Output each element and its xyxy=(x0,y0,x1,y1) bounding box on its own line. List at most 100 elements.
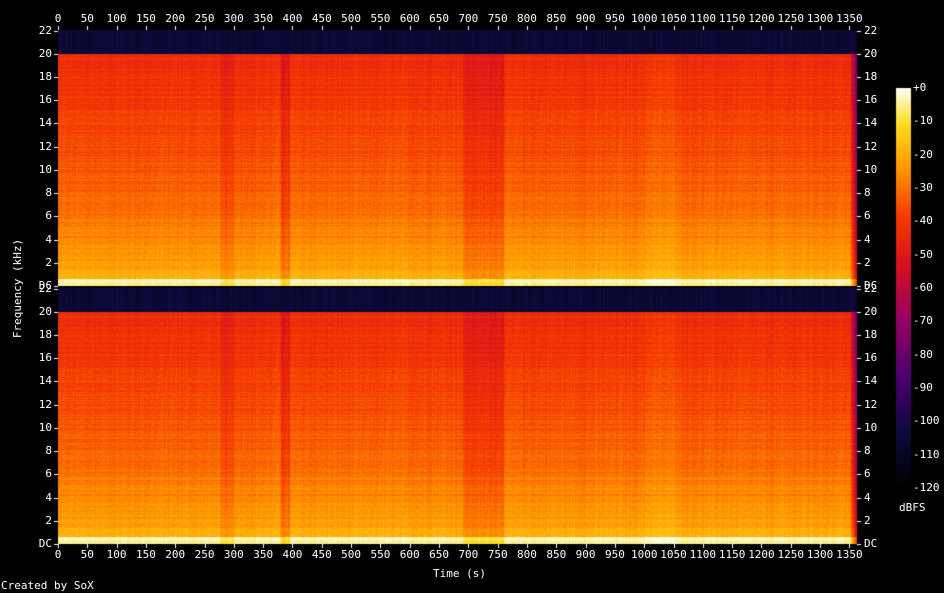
y-tick-left-ch2-20: 20 xyxy=(38,304,52,318)
x-tick-bottom-400: 400 xyxy=(282,548,303,561)
y-tick-right-ch1-2: 2 xyxy=(864,255,871,269)
x-axis-title: Time (s) xyxy=(433,567,486,580)
x-tick-bottom-1050: 1050 xyxy=(660,548,687,561)
y-tick-right-ch1-4: 4 xyxy=(864,232,871,246)
y-tick-left-ch2-8: 8 xyxy=(45,444,52,458)
colorbar-tick--120: -120 xyxy=(913,481,940,494)
x-tick-bottom-1000: 1000 xyxy=(630,548,658,561)
x-tick-bottom-1250: 1250 xyxy=(777,548,805,561)
colorbar-tick--110: -110 xyxy=(913,447,940,461)
y-axis-title: Frequency (kHz) xyxy=(11,238,25,339)
y-tick-left-ch1-22: 22 xyxy=(38,23,52,37)
y-tick-left-ch2-10: 10 xyxy=(38,420,52,434)
y-tick-left-ch1-8: 8 xyxy=(45,186,52,200)
y-tick-right-ch2-16: 16 xyxy=(864,351,878,365)
x-tick-bottom-800: 800 xyxy=(517,548,537,561)
x-tick-top-600: 600 xyxy=(399,12,420,25)
x-tick-top-1250: 1250 xyxy=(777,12,805,25)
colorbar-label: dBFS xyxy=(899,501,926,514)
y-tick-right-ch2-8: 8 xyxy=(864,444,871,458)
x-tick-top-400: 400 xyxy=(282,12,303,25)
x-tick-top-1350: 1350 xyxy=(836,12,863,25)
y-tick-right-ch1-18: 18 xyxy=(864,70,878,84)
y-tick-left-ch1-DC: DC xyxy=(38,279,52,292)
x-tick-bottom-900: 900 xyxy=(575,548,596,561)
colorbar-tick--100: -100 xyxy=(913,414,940,428)
colorbar-tick--10: -10 xyxy=(913,114,933,128)
y-tick-left-ch1-18: 18 xyxy=(38,70,52,84)
colorbar-tick--90: -90 xyxy=(913,381,933,394)
y-tick-left-ch1-6: 6 xyxy=(45,209,52,223)
colorbar-tick-+0: +0 xyxy=(913,81,927,94)
x-tick-top-1000: 1000 xyxy=(630,12,658,25)
y-tick-left-ch2-22: 22 xyxy=(38,281,52,295)
x-tick-top-250: 250 xyxy=(194,12,215,25)
y-tick-right-ch1-14: 14 xyxy=(864,116,878,130)
x-tick-top-50: 50 xyxy=(80,12,94,25)
y-tick-left-ch1-16: 16 xyxy=(38,93,52,107)
y-tick-left-ch2-18: 18 xyxy=(38,328,52,342)
y-tick-right-ch2-6: 6 xyxy=(864,467,871,481)
y-tick-right-ch2-14: 14 xyxy=(864,374,878,388)
x-tick-bottom-1100: 1100 xyxy=(689,548,717,561)
x-tick-top-750: 750 xyxy=(487,12,508,25)
y-tick-right-ch1-6: 6 xyxy=(864,209,871,223)
x-tick-top-300: 300 xyxy=(223,12,244,25)
x-tick-top-1100: 1100 xyxy=(689,12,717,25)
y-tick-right-ch2-20: 20 xyxy=(864,304,878,318)
y-tick-right-ch2-4: 4 xyxy=(864,490,871,504)
x-tick-bottom-1150: 1150 xyxy=(718,548,746,561)
y-tick-right-ch2-10: 10 xyxy=(864,420,878,434)
y-tick-left-ch1-2: 2 xyxy=(45,255,52,269)
x-tick-bottom-700: 700 xyxy=(458,548,479,561)
y-tick-left-ch2-14: 14 xyxy=(38,374,52,388)
y-tick-left-ch2-4: 4 xyxy=(45,490,52,504)
x-tick-top-700: 700 xyxy=(458,12,479,25)
x-tick-top-200: 200 xyxy=(165,12,186,25)
y-tick-left-ch2-12: 12 xyxy=(38,397,52,411)
y-tick-right-ch1-8: 8 xyxy=(864,186,871,200)
x-tick-bottom-1200: 1200 xyxy=(748,548,775,561)
colorbar-tick--70: -70 xyxy=(913,314,933,328)
colorbar-tick--60: -60 xyxy=(913,281,933,294)
x-tick-bottom-450: 450 xyxy=(311,548,332,561)
x-tick-bottom-50: 50 xyxy=(80,548,94,561)
x-tick-top-1300: 1300 xyxy=(806,12,834,25)
colorbar-tick--30: -30 xyxy=(913,181,933,194)
y-tick-left-ch2-16: 16 xyxy=(38,351,52,365)
x-tick-bottom-1300: 1300 xyxy=(806,548,834,561)
x-tick-bottom-250: 250 xyxy=(194,548,215,561)
x-tick-top-950: 950 xyxy=(604,12,625,25)
y-tick-left-ch1-20: 20 xyxy=(38,46,52,60)
x-tick-bottom-750: 750 xyxy=(487,548,508,561)
x-tick-bottom-150: 150 xyxy=(135,548,156,561)
x-tick-bottom-850: 850 xyxy=(546,548,567,561)
y-tick-left-ch1-12: 12 xyxy=(38,139,52,153)
x-tick-top-850: 850 xyxy=(546,12,567,25)
colorbar-tick--20: -20 xyxy=(913,147,933,161)
x-tick-top-450: 450 xyxy=(311,12,332,25)
y-tick-left-ch1-4: 4 xyxy=(45,232,52,246)
x-tick-bottom-650: 650 xyxy=(429,548,449,561)
y-tick-right-ch1-16: 16 xyxy=(864,93,878,107)
x-tick-bottom-200: 200 xyxy=(165,548,186,561)
y-tick-left-ch2-2: 2 xyxy=(45,513,52,527)
x-tick-bottom-0: 0 xyxy=(54,548,62,561)
y-tick-left-ch1-14: 14 xyxy=(38,116,52,130)
colorbar-tick--50: -50 xyxy=(913,247,933,261)
y-tick-right-ch1-DC: DC xyxy=(864,279,878,292)
y-tick-left-ch2-6: 6 xyxy=(45,467,52,481)
y-tick-right-ch1-10: 10 xyxy=(864,162,878,176)
y-tick-right-ch2-22: 22 xyxy=(864,281,878,295)
y-tick-right-ch1-20: 20 xyxy=(864,46,878,60)
x-tick-top-650: 650 xyxy=(429,12,449,25)
x-tick-top-900: 900 xyxy=(575,12,596,25)
x-tick-top-350: 350 xyxy=(253,12,274,25)
colorbar-tick--80: -80 xyxy=(913,347,933,361)
x-tick-top-1050: 1050 xyxy=(660,12,687,25)
x-tick-bottom-100: 100 xyxy=(106,548,127,561)
x-tick-bottom-600: 600 xyxy=(399,548,420,561)
x-tick-top-0: 0 xyxy=(54,12,62,25)
colorbar-tick--40: -40 xyxy=(913,214,933,228)
